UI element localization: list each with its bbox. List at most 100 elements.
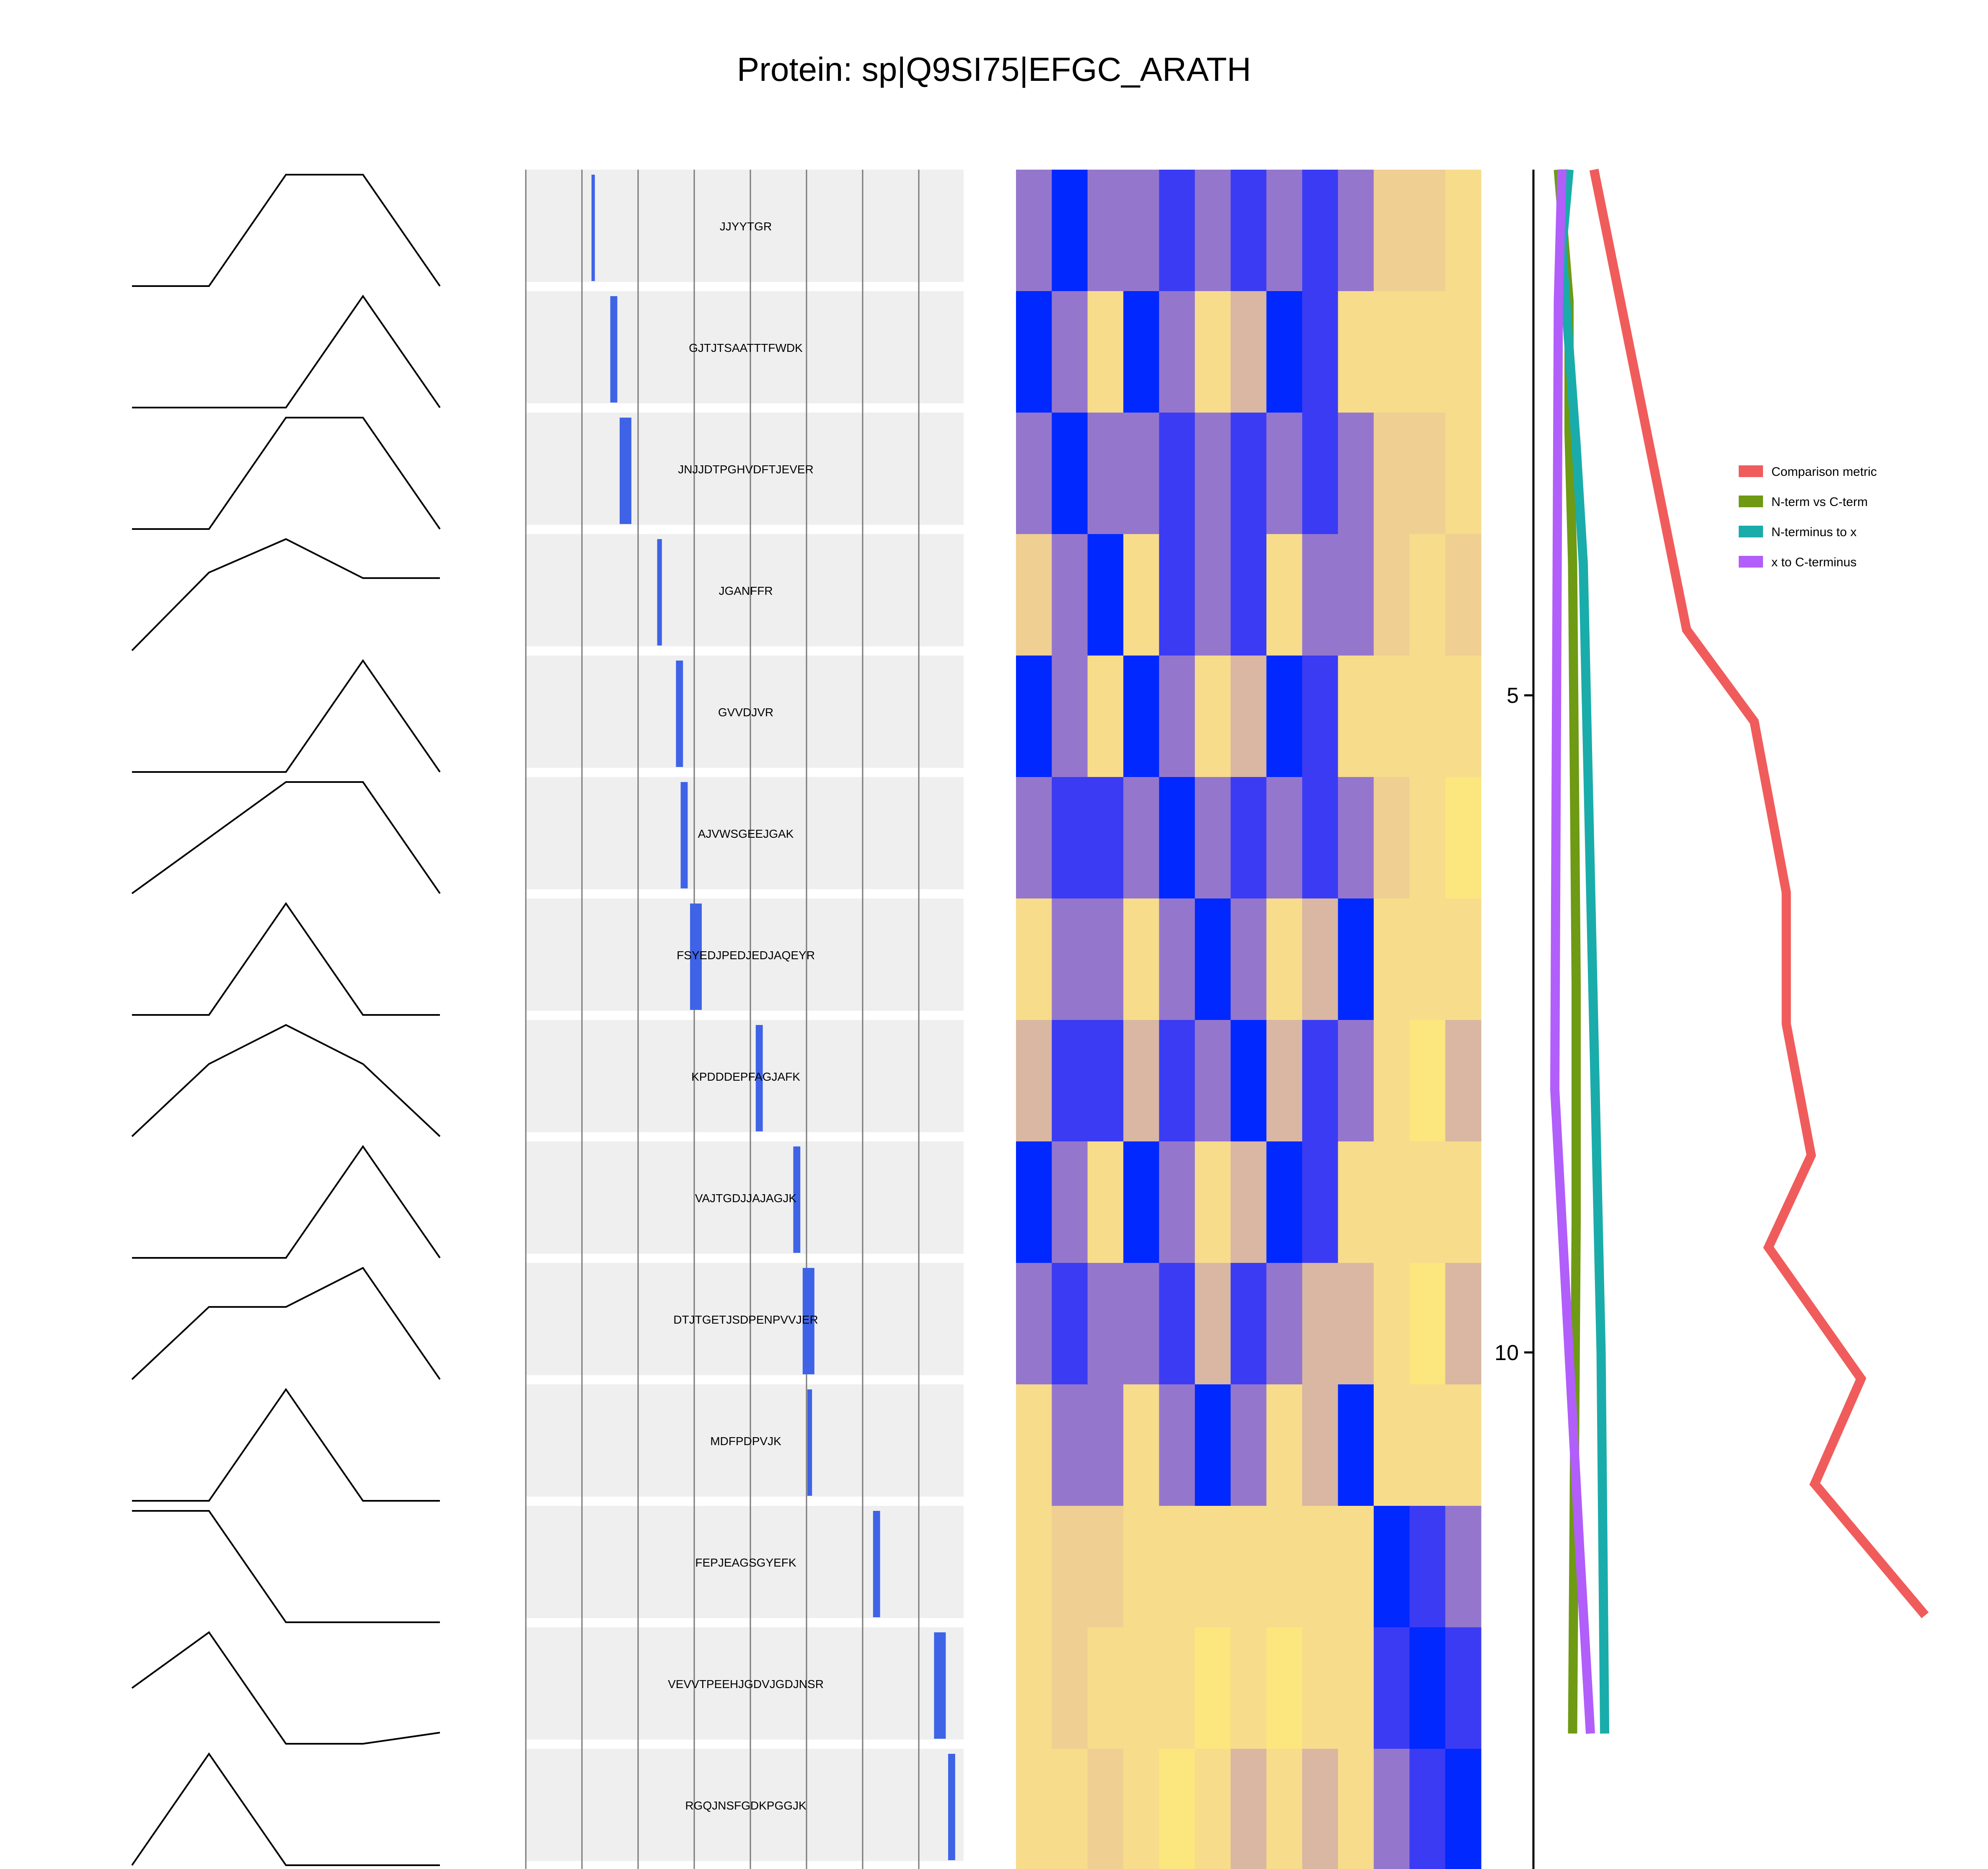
heatmap-cell: [1302, 534, 1339, 656]
heatmap-cell: [1373, 1506, 1410, 1628]
profile-line: [132, 1388, 440, 1502]
heatmap-cell: [1338, 656, 1374, 777]
heatmap-cell: [1123, 534, 1160, 656]
heatmap-cell: [1338, 1627, 1374, 1749]
coverage-bar: [873, 1511, 880, 1617]
heatmap-cell: [1302, 1020, 1339, 1142]
legend-key: [1739, 465, 1763, 477]
heatmap-cell: [1266, 1141, 1303, 1263]
heatmap-cell: [1266, 1384, 1303, 1506]
coverage-bar: [657, 539, 662, 645]
heatmap-cell: [1052, 1749, 1088, 1869]
heatmap-cell: [1338, 1020, 1374, 1142]
heatmap-cell: [1159, 1384, 1195, 1506]
heatmap-cell: [1052, 1506, 1088, 1628]
heatmap-cell: [1445, 656, 1481, 777]
heatmap-cell: [1445, 777, 1481, 899]
heatmap-cell: [1016, 413, 1052, 534]
heatmap-cell: [1266, 898, 1303, 1020]
heatmap-panel: [1016, 170, 1481, 1869]
heatmap-cell: [1194, 1141, 1231, 1263]
heatmap-cell: [1159, 1141, 1195, 1263]
coverage-strip: [526, 413, 964, 525]
heatmap-cell: [1087, 1020, 1124, 1142]
coverage-panel: JJYYTGR GJTJTSAATTTFWDK JNJJDTPGHVDFTJEVER…: [525, 170, 964, 1869]
heatmap-cell: [1231, 170, 1267, 292]
peptide-label: VEVVTPEEHJGDVJGDJNSR: [668, 1678, 824, 1691]
heatmap-cell: [1373, 1384, 1410, 1506]
profile-line: [131, 1024, 441, 1137]
coverage-strip: [526, 898, 964, 1011]
heatmap-cell: [1373, 1749, 1410, 1869]
coverage-strip: [526, 1141, 964, 1254]
coverage-bar: [948, 1754, 955, 1860]
profile-line: [132, 1510, 440, 1623]
heatmap-cell: [1194, 413, 1231, 534]
heatmap-cell: [1087, 1141, 1124, 1263]
heatmap-cell: [1338, 1749, 1374, 1869]
peptide-label: KPDDDEPFAGJAFK: [691, 1070, 800, 1083]
coverage-bar: [620, 418, 631, 524]
peptide-label: JGANFFR: [719, 584, 773, 597]
heatmap-cell: [1087, 1627, 1124, 1749]
heatmap-cell: [1123, 1749, 1160, 1869]
heatmap-cell: [1338, 413, 1374, 534]
heatmap-cell: [1194, 1263, 1231, 1385]
legend-key: [1739, 526, 1763, 537]
heatmap-cell: [1123, 1627, 1160, 1749]
heatmap-cell: [1445, 291, 1481, 413]
coverage-strip: [526, 170, 964, 282]
heatmap-cell: [1302, 656, 1339, 777]
heatmap-cell: [1052, 170, 1088, 292]
heatmap-cell: [1016, 1627, 1052, 1749]
heatmap-cell: [1409, 656, 1446, 777]
heatmap-cell: [1266, 1020, 1303, 1142]
peptide-label: MDFPDPVJK: [710, 1435, 781, 1448]
heatmap-cell: [1338, 1384, 1374, 1506]
heatmap-cell: [1445, 413, 1481, 534]
heatmap-cell: [1373, 1263, 1410, 1385]
heatmap-cell: [1194, 1506, 1231, 1628]
heatmap-cell: [1445, 1506, 1481, 1628]
heatmap-cell: [1409, 1506, 1446, 1628]
heatmap-cell: [1231, 1506, 1267, 1628]
heatmap-cell: [1052, 1263, 1088, 1385]
heatmap-cell: [1338, 170, 1374, 292]
heatmap-cell: [1445, 1020, 1481, 1142]
legend-key: [1739, 496, 1763, 507]
coverage-strip: [526, 656, 964, 768]
coverage-strip: [526, 1506, 964, 1618]
heatmap-cell: [1159, 534, 1195, 656]
heatmap-cell: [1231, 1627, 1267, 1749]
heatmap-cell: [1302, 291, 1339, 413]
heatmap-cell: [1231, 413, 1267, 534]
heatmap-cell: [1266, 534, 1303, 656]
heatmap-cell: [1123, 898, 1160, 1020]
heatmap-cell: [1052, 777, 1088, 899]
heatmap-cell: [1445, 1141, 1481, 1263]
peptide-label: JNJJDTPGHVDFTJEVER: [678, 463, 814, 476]
heatmap-cell: [1373, 291, 1410, 413]
peptide-label: FSYEDJPEDJEDJAQEYR: [677, 949, 815, 962]
legend-label: Comparison metric: [1771, 465, 1877, 479]
coverage-bar: [610, 296, 618, 403]
heatmap-cell: [1016, 1506, 1052, 1628]
heatmap-cell: [1159, 291, 1195, 413]
profile-panel: [131, 174, 441, 1866]
heatmap-cell: [1266, 656, 1303, 777]
heatmap-cell: [1445, 1384, 1481, 1506]
coverage-strip: [526, 1263, 964, 1375]
heatmap-cell: [1409, 1263, 1446, 1385]
heatmap-cell: [1159, 1506, 1195, 1628]
heatmap-cell: [1194, 1749, 1231, 1869]
heatmap-cell: [1123, 1384, 1160, 1506]
heatmap-cell: [1123, 1263, 1160, 1385]
profile-line: [131, 1631, 440, 1745]
heatmap-cell: [1302, 170, 1339, 292]
heatmap-cell: [1338, 291, 1374, 413]
heatmap-cell: [1016, 777, 1052, 899]
heatmap-cell: [1087, 1263, 1124, 1385]
heatmap-cell: [1373, 1141, 1410, 1263]
y-tick-label: 5: [1507, 684, 1519, 708]
heatmap-cell: [1231, 1749, 1267, 1869]
